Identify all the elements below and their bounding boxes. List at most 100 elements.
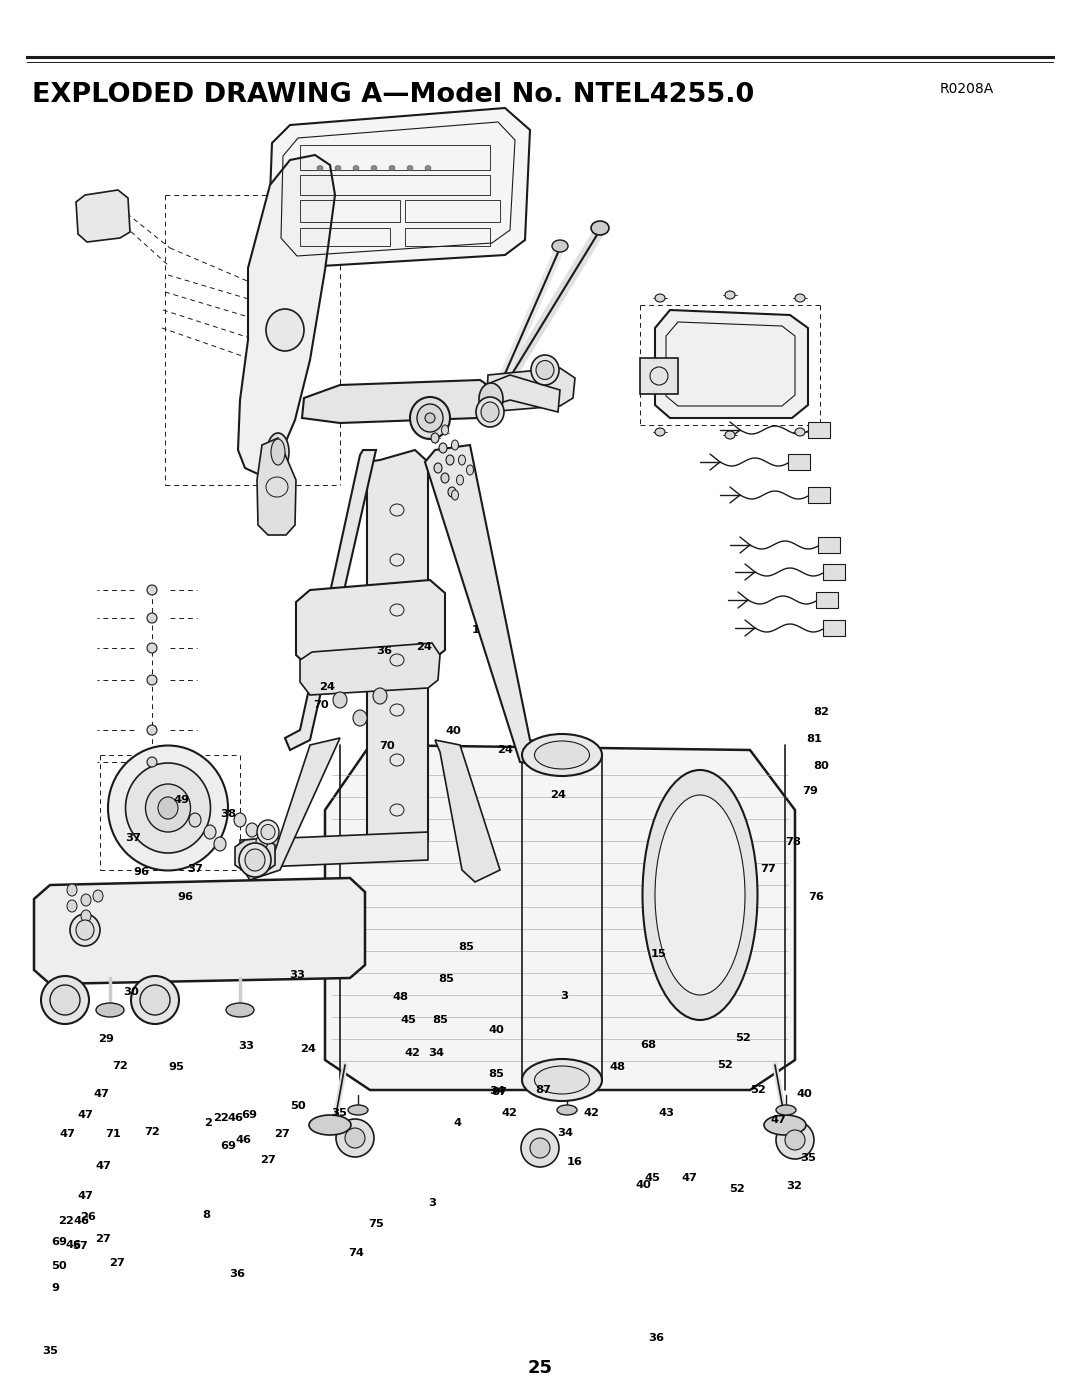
Text: 75: 75	[368, 1218, 383, 1229]
Text: 87: 87	[491, 1087, 507, 1098]
Ellipse shape	[345, 1127, 365, 1148]
Text: 27: 27	[274, 1129, 289, 1140]
Text: 69: 69	[220, 1140, 235, 1151]
Ellipse shape	[654, 795, 745, 995]
Text: 69: 69	[242, 1109, 257, 1120]
Polygon shape	[257, 439, 296, 535]
Text: 29: 29	[98, 1034, 113, 1045]
Text: 24: 24	[300, 1044, 315, 1055]
Ellipse shape	[457, 475, 463, 485]
Polygon shape	[240, 833, 428, 868]
Text: 22: 22	[58, 1215, 73, 1227]
Text: 46: 46	[66, 1239, 81, 1250]
Polygon shape	[367, 450, 428, 852]
Ellipse shape	[96, 1003, 124, 1017]
Text: 2: 2	[204, 1118, 213, 1129]
Bar	[300, 200, 400, 222]
Text: 35: 35	[42, 1345, 57, 1356]
Text: 40: 40	[489, 1024, 504, 1035]
Ellipse shape	[266, 309, 303, 351]
Ellipse shape	[245, 849, 265, 870]
Ellipse shape	[353, 710, 367, 726]
Text: 43: 43	[659, 1108, 674, 1119]
Text: 24: 24	[551, 789, 566, 800]
Polygon shape	[296, 580, 445, 668]
Ellipse shape	[214, 837, 226, 851]
Text: 49: 49	[174, 795, 189, 806]
Ellipse shape	[204, 826, 216, 840]
Ellipse shape	[348, 1105, 368, 1115]
Ellipse shape	[147, 725, 157, 735]
Text: 78: 78	[785, 837, 800, 848]
Text: 48: 48	[610, 1062, 625, 1073]
Ellipse shape	[481, 402, 499, 422]
Text: 85: 85	[438, 974, 454, 985]
Ellipse shape	[410, 397, 450, 439]
Text: 85: 85	[459, 942, 474, 953]
Bar	[823, 620, 845, 636]
Ellipse shape	[451, 490, 459, 500]
Bar	[816, 592, 838, 608]
Text: 85: 85	[488, 1069, 503, 1080]
Ellipse shape	[476, 397, 504, 427]
Text: 47: 47	[771, 1115, 786, 1126]
Text: 71: 71	[106, 1129, 121, 1140]
Ellipse shape	[147, 757, 157, 767]
Polygon shape	[242, 738, 340, 880]
Ellipse shape	[441, 474, 449, 483]
Ellipse shape	[93, 890, 103, 902]
Text: 34: 34	[489, 1085, 504, 1097]
Text: 8: 8	[202, 1210, 211, 1221]
Text: 47: 47	[94, 1088, 109, 1099]
Text: 72: 72	[145, 1126, 160, 1137]
Polygon shape	[654, 310, 808, 418]
Text: 40: 40	[797, 1088, 812, 1099]
Polygon shape	[483, 374, 561, 412]
Ellipse shape	[438, 443, 447, 453]
Text: R0208A: R0208A	[940, 82, 995, 96]
Ellipse shape	[434, 462, 442, 474]
Bar	[300, 175, 490, 196]
Ellipse shape	[654, 293, 665, 302]
Ellipse shape	[147, 585, 157, 595]
Ellipse shape	[467, 465, 473, 475]
Ellipse shape	[336, 1119, 374, 1157]
Ellipse shape	[257, 820, 279, 844]
Polygon shape	[33, 877, 365, 983]
Ellipse shape	[426, 414, 435, 423]
Ellipse shape	[483, 407, 497, 418]
Bar	[405, 200, 500, 222]
Text: 57: 57	[72, 1241, 87, 1252]
Polygon shape	[302, 380, 492, 423]
Ellipse shape	[67, 884, 77, 895]
Polygon shape	[300, 643, 440, 694]
Text: 52: 52	[729, 1183, 744, 1194]
Text: 45: 45	[645, 1172, 660, 1183]
Text: 26: 26	[81, 1211, 96, 1222]
Ellipse shape	[725, 432, 735, 439]
Bar	[808, 488, 831, 503]
Ellipse shape	[271, 439, 285, 465]
Ellipse shape	[535, 1066, 590, 1094]
Ellipse shape	[442, 425, 448, 434]
Text: 1: 1	[471, 624, 480, 636]
Bar	[405, 228, 490, 246]
Ellipse shape	[557, 1105, 577, 1115]
Ellipse shape	[309, 1115, 351, 1134]
Text: 37: 37	[188, 863, 203, 875]
Ellipse shape	[536, 360, 554, 380]
Text: 27: 27	[109, 1257, 124, 1268]
Ellipse shape	[256, 835, 268, 849]
Ellipse shape	[522, 733, 602, 775]
Ellipse shape	[189, 813, 201, 827]
Ellipse shape	[147, 675, 157, 685]
Ellipse shape	[261, 824, 275, 840]
Text: 40: 40	[446, 725, 461, 736]
Text: 22: 22	[214, 1112, 229, 1123]
Text: 36: 36	[649, 1333, 664, 1344]
Ellipse shape	[643, 770, 757, 1020]
Ellipse shape	[239, 842, 271, 877]
Ellipse shape	[725, 291, 735, 299]
Ellipse shape	[76, 921, 94, 940]
Text: 32: 32	[786, 1180, 801, 1192]
